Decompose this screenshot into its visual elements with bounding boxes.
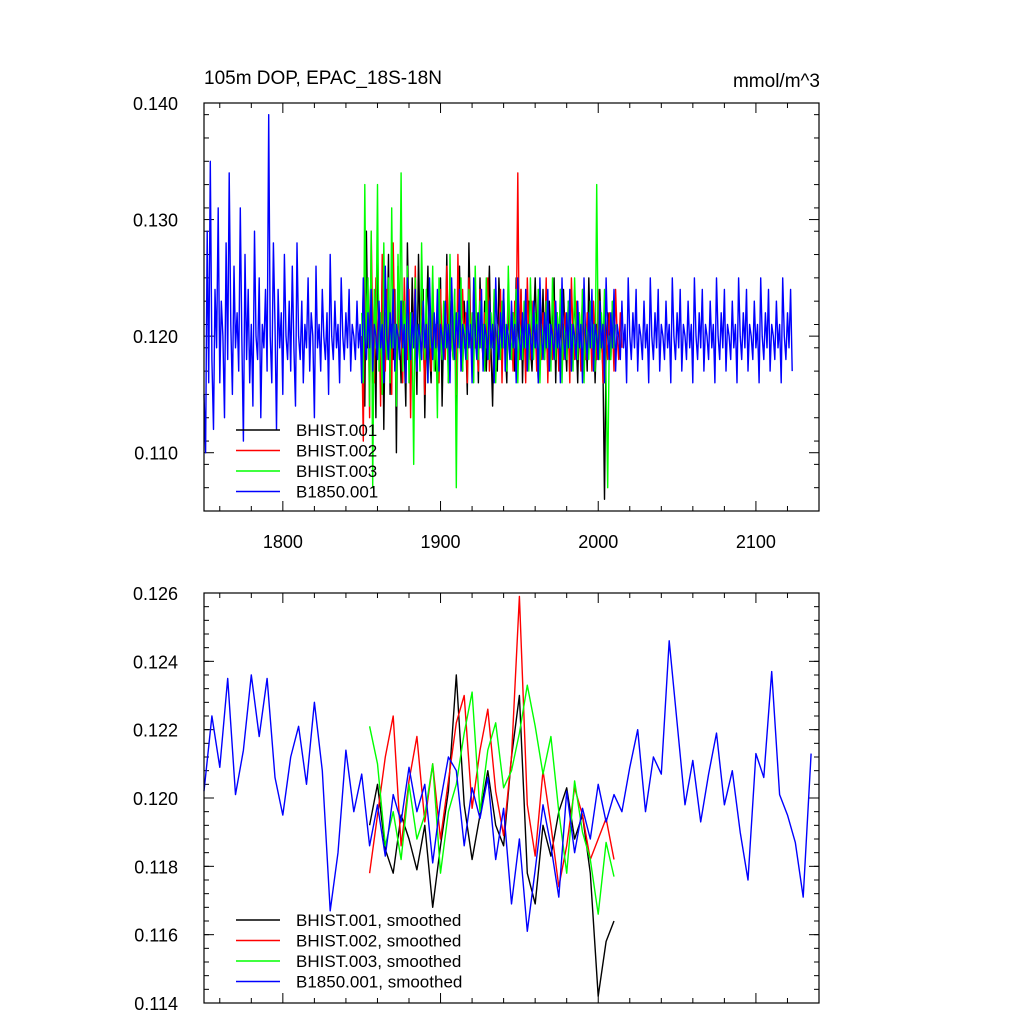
legend-label: B1850.001, smoothed — [296, 973, 462, 992]
y-tick-label: 0.110 — [134, 444, 178, 464]
series-line-3 — [368, 684, 615, 915]
top-panel: 105m DOP, EPAC_18S-18N mmol/m^3 1800 1900… — [133, 68, 820, 552]
legend-label: BHIST.002, smoothed — [296, 932, 461, 951]
y-tick-label: 0.118 — [134, 857, 178, 877]
y-tick-label: 0.114 — [134, 994, 178, 1014]
top-plot-frame — [203, 102, 820, 512]
y-tick-label: 0.120 — [133, 789, 178, 809]
series-line-4 — [203, 114, 793, 454]
bottom-legend: BHIST.001, smoothed BHIST.002, smoothedBH… — [236, 911, 462, 992]
x-tick-label: 2100 — [736, 532, 776, 552]
legend-label: BHIST.003, smoothed — [296, 952, 461, 971]
y-tick-label: 0.126 — [133, 584, 178, 604]
bottom-plot-frame — [203, 592, 820, 1004]
top-chart-title: 105m DOP, EPAC_18S-18N — [204, 68, 442, 89]
x-tick-label: 2000 — [578, 532, 618, 552]
series-line-1 — [368, 674, 615, 997]
bottom-panel: 0.114 0.116 0.118 0.120 0.122 0.124 0.126 BHIS… — [133, 584, 820, 1014]
legend-label: B1850.001 — [296, 483, 378, 502]
bottom-tick-labels: 0.114 0.116 0.118 0.120 0.122 0.124 0.126 — [133, 584, 178, 1014]
top-tick-labels: 1800 1900 2000 2100 0.110 0.120 0.130 0.140 — [133, 94, 776, 552]
series-line-2 — [368, 595, 615, 888]
legend-label: BHIST.001, smoothed — [296, 911, 461, 930]
y-tick-label: 0.120 — [133, 327, 178, 347]
legend-label: BHIST.002 — [296, 442, 377, 461]
y-tick-label: 0.116 — [134, 926, 178, 946]
bottom-series — [203, 595, 812, 997]
x-tick-label: 1900 — [421, 532, 461, 552]
x-tick-label: 1800 — [263, 532, 303, 552]
legend-label: BHIST.001 — [296, 421, 377, 440]
top-chart-units: mmol/m^3 — [733, 71, 820, 92]
y-tick-label: 0.122 — [133, 721, 178, 741]
series-line-1 — [361, 230, 614, 500]
y-tick-label: 0.130 — [133, 211, 178, 231]
legend-label: BHIST.003 — [296, 462, 377, 481]
top-series — [203, 114, 793, 500]
y-tick-label: 0.140 — [133, 94, 178, 114]
series-line-4 — [203, 640, 812, 932]
y-tick-label: 0.124 — [133, 652, 178, 672]
